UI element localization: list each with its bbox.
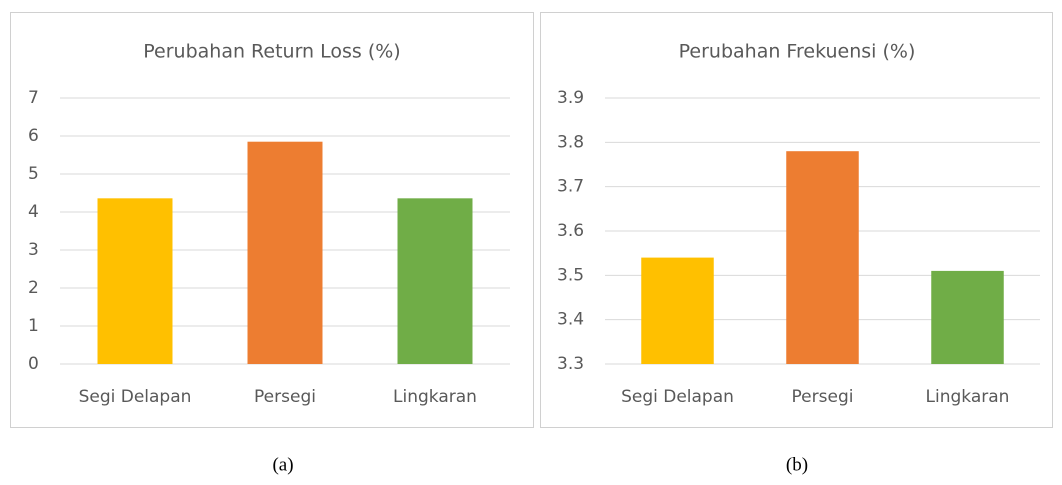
x-tick-label: Persegi <box>792 387 854 407</box>
y-tick-label: 3.9 <box>557 88 584 108</box>
bar <box>397 198 473 364</box>
bar <box>641 257 714 364</box>
y-tick-label: 6 <box>28 126 39 146</box>
y-tick-label: 3.4 <box>557 310 584 330</box>
y-tick-label: 3.5 <box>557 265 584 285</box>
y-tick-label: 5 <box>28 164 39 184</box>
y-tick-label: 4 <box>28 202 39 222</box>
caption: (b) <box>786 454 808 475</box>
y-tick-label: 3.6 <box>557 221 584 241</box>
x-tick-label: Lingkaran <box>926 387 1010 407</box>
x-tick-label: Segi Delapan <box>621 387 734 407</box>
x-tick-label: Lingkaran <box>393 387 477 407</box>
y-tick-label: 3.8 <box>557 132 584 152</box>
y-tick-label: 3.7 <box>557 177 584 197</box>
y-tick-label: 3 <box>28 240 39 260</box>
y-tick-label: 0 <box>28 354 39 374</box>
chart-title: Perubahan Return Loss (%) <box>143 41 400 63</box>
bar <box>786 151 859 364</box>
y-tick-label: 3.3 <box>557 354 584 374</box>
y-tick-label: 1 <box>28 316 39 336</box>
bar <box>247 141 323 364</box>
caption: (a) <box>272 454 293 475</box>
chart-title: Perubahan Frekuensi (%) <box>679 41 916 63</box>
bar <box>97 198 173 364</box>
x-tick-label: Persegi <box>254 387 316 407</box>
bar <box>931 270 1004 364</box>
y-tick-label: 7 <box>28 88 39 108</box>
y-tick-label: 2 <box>28 278 39 298</box>
x-tick-label: Segi Delapan <box>79 387 192 407</box>
